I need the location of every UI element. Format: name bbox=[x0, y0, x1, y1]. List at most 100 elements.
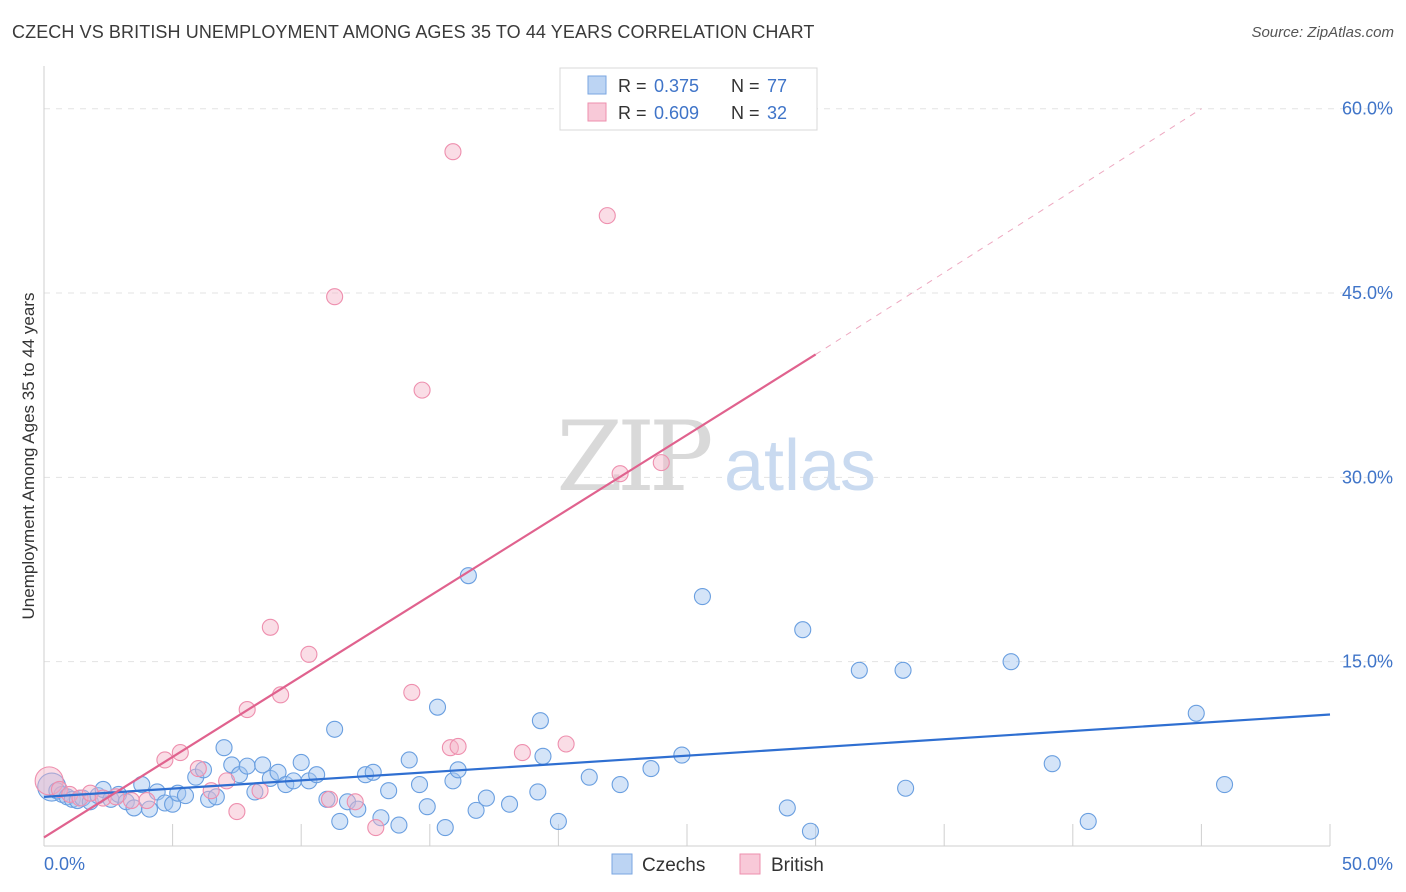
czech-point bbox=[176, 787, 195, 805]
czech-point bbox=[529, 783, 547, 801]
czech-point bbox=[292, 753, 310, 771]
grid-lines bbox=[44, 108, 1392, 663]
czech-point bbox=[850, 661, 868, 679]
y-tick-label: 15.0% bbox=[1342, 652, 1393, 672]
czech-point bbox=[436, 819, 454, 837]
legend-n-value: 32 bbox=[767, 103, 787, 123]
legend-n-value: 77 bbox=[767, 76, 787, 96]
czech-point bbox=[642, 760, 660, 778]
british-point bbox=[367, 819, 385, 837]
czech-point bbox=[410, 776, 429, 794]
czech-point bbox=[238, 757, 256, 775]
czech-point bbox=[794, 621, 812, 639]
x-tick-label: 50.0% bbox=[1342, 854, 1393, 874]
series-legend-label-british: British bbox=[771, 855, 824, 876]
chart-source: Source: ZipAtlas.com bbox=[1251, 24, 1394, 41]
czech-point bbox=[531, 712, 549, 730]
czech-point bbox=[580, 768, 598, 786]
czech-point bbox=[215, 739, 233, 757]
czech-point bbox=[269, 763, 287, 781]
watermark: ZIP atlas bbox=[556, 401, 876, 513]
british-point bbox=[413, 381, 431, 399]
trendlines bbox=[43, 108, 1331, 839]
british-point bbox=[557, 735, 575, 753]
y-tick-label: 45.0% bbox=[1342, 283, 1393, 303]
british-point bbox=[50, 780, 68, 799]
czech-point bbox=[444, 772, 462, 790]
y-tick-label: 30.0% bbox=[1342, 467, 1393, 487]
british-point bbox=[326, 288, 344, 306]
czech-point bbox=[801, 822, 820, 840]
czech-point bbox=[400, 751, 418, 769]
czech-point bbox=[693, 588, 711, 606]
czech-point bbox=[549, 812, 567, 830]
data-points bbox=[34, 143, 1234, 840]
czech-point bbox=[1043, 755, 1061, 773]
british-point bbox=[261, 618, 279, 636]
czech-point bbox=[500, 795, 519, 813]
series-legend-swatch-british bbox=[739, 853, 761, 875]
legend-n-label: N = bbox=[731, 76, 765, 96]
british-point bbox=[346, 793, 364, 811]
british-point bbox=[320, 790, 339, 808]
british-point bbox=[300, 645, 318, 663]
british-point bbox=[189, 760, 207, 778]
british-trendline bbox=[43, 353, 817, 839]
british-point bbox=[34, 766, 64, 796]
british-point bbox=[403, 683, 421, 701]
british-point bbox=[652, 454, 670, 472]
czech-point bbox=[611, 776, 629, 794]
czech-point bbox=[894, 661, 912, 679]
british-point bbox=[513, 744, 531, 762]
british-point bbox=[251, 782, 269, 800]
czech-point bbox=[418, 798, 436, 816]
czech-point bbox=[364, 763, 382, 781]
y-axis-label: Unemployment Among Ages 35 to 44 years bbox=[19, 292, 38, 620]
czech-point bbox=[897, 779, 915, 797]
czech-trendline bbox=[43, 713, 1331, 798]
czech-point bbox=[326, 720, 344, 738]
czech-point bbox=[1215, 776, 1234, 794]
british-point bbox=[122, 791, 140, 810]
legend-swatch-czech bbox=[587, 75, 607, 95]
watermark-zip: ZIP bbox=[556, 401, 711, 513]
czech-point bbox=[390, 816, 408, 834]
legend-r-label: R = bbox=[618, 103, 652, 123]
axes bbox=[43, 66, 1331, 847]
legend-swatch-british bbox=[587, 102, 607, 122]
czech-point bbox=[1002, 653, 1020, 671]
legend-box: R = 0.375 N = 77 R = 0.609 N = 32 bbox=[559, 67, 818, 131]
legend-n-label: N = bbox=[731, 103, 765, 123]
tick-labels: 15.0% 30.0% 45.0% 60.0% 0.0% 50.0% bbox=[44, 99, 1393, 874]
watermark-atlas: atlas bbox=[724, 426, 876, 506]
british-point bbox=[449, 737, 467, 756]
series-legend-label-czechs: Czechs bbox=[642, 855, 705, 876]
british-trendline-extension bbox=[815, 108, 1202, 355]
czech-point bbox=[778, 799, 796, 817]
czech-point bbox=[254, 756, 272, 774]
czech-point bbox=[380, 782, 398, 800]
british-point bbox=[611, 465, 629, 483]
czech-point bbox=[1079, 812, 1097, 830]
czech-point bbox=[164, 795, 182, 813]
british-point bbox=[228, 803, 246, 821]
x-tick-label: 0.0% bbox=[44, 854, 85, 874]
czech-point bbox=[331, 812, 349, 830]
czech-point bbox=[477, 789, 495, 807]
british-point bbox=[138, 791, 156, 810]
czech-point bbox=[1187, 704, 1205, 722]
czech-point bbox=[467, 801, 485, 819]
legend-r-value: 0.375 bbox=[654, 76, 699, 96]
czech-point bbox=[428, 698, 447, 716]
series-legend: Czechs British bbox=[611, 853, 824, 876]
british-point bbox=[598, 207, 616, 225]
series-legend-swatch-czechs bbox=[611, 853, 633, 875]
legend-r-value: 0.609 bbox=[654, 103, 699, 123]
british-point bbox=[444, 143, 462, 161]
legend-r-label: R = bbox=[618, 76, 652, 96]
y-tick-label: 60.0% bbox=[1342, 99, 1393, 119]
chart-title: CZECH VS BRITISH UNEMPLOYMENT AMONG AGES… bbox=[12, 22, 815, 42]
czech-point bbox=[372, 809, 390, 827]
czech-point bbox=[534, 747, 552, 765]
